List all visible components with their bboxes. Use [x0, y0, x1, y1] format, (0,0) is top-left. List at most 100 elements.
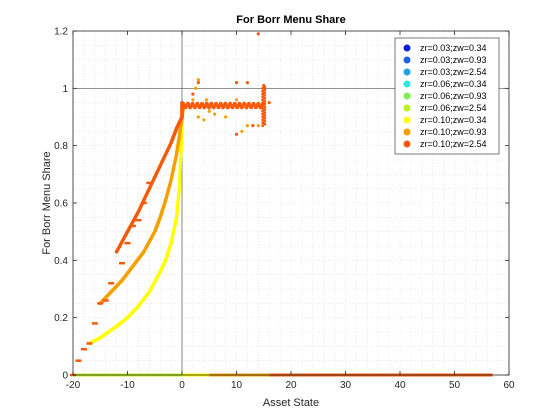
data-point: [224, 115, 228, 119]
data-point: [261, 124, 265, 127]
data-point: [261, 101, 265, 105]
legend-marker: [403, 68, 411, 76]
data-point: [191, 92, 195, 96]
legend-label: zr=0.10;zw=0.34: [420, 115, 487, 125]
legend-marker: [403, 104, 411, 112]
legend: zr=0.03;zw=0.34 zr=0.03;zw=0.93 zr=0.03;zw…: [394, 37, 500, 155]
x-tick-label: -20: [66, 380, 81, 391]
data-point: [234, 98, 239, 102]
data-point: [263, 114, 267, 117]
legend-label: zr=0.03;zw=2.54: [420, 67, 487, 77]
legend-marker: [403, 92, 411, 100]
x-tick-label: 40: [394, 380, 406, 391]
data-point: [177, 180, 182, 185]
y-tick-label: 0.4: [54, 256, 68, 267]
data-point: [196, 78, 200, 82]
data-point: [178, 165, 183, 169]
data-point: [256, 124, 260, 128]
legend-marker: [403, 128, 411, 136]
data-point: [261, 95, 265, 99]
legend-marker: [403, 80, 411, 88]
data-point: [196, 115, 200, 119]
data-point: [263, 91, 267, 95]
data-point: [261, 89, 265, 93]
data-point: [213, 112, 217, 116]
data-point: [234, 81, 239, 85]
data-point: [178, 162, 183, 166]
legend-marker: [403, 44, 411, 52]
data-point: [262, 83, 266, 88]
data-point: [177, 186, 182, 191]
x-tick-label: 60: [503, 380, 515, 391]
data-point: [263, 105, 267, 109]
data-point: [240, 129, 244, 133]
data-point: [261, 107, 265, 110]
x-axis-label: Asset State: [263, 397, 319, 409]
data-point: [267, 101, 271, 105]
legend-marker: [403, 116, 411, 124]
data-point: [177, 183, 182, 188]
legend-label: zr=0.03;zw=0.93: [420, 55, 487, 65]
data-point: [245, 81, 249, 85]
data-point: [261, 112, 265, 116]
legend-label: zr=0.03;zw=0.34: [420, 43, 487, 53]
data-point: [261, 115, 265, 119]
data-point: [263, 111, 267, 115]
legend-label: zr=0.10;zw=0.93: [420, 127, 487, 137]
data-point: [178, 158, 183, 163]
legend-box: [394, 37, 500, 155]
ticks: -20 -10 0 10 20 30 40 50 60 0 0.2 0.4 0.6 0.8 1 1.2: [54, 27, 515, 392]
data-point: [178, 171, 182, 175]
data-point: [178, 152, 183, 157]
x-tick-label: 0: [179, 380, 185, 391]
data-point: [251, 124, 255, 128]
data-point: [263, 96, 267, 100]
x-tick-label: 20: [285, 380, 297, 391]
data-point: [178, 174, 182, 179]
data-point: [263, 99, 267, 103]
x-tick-label: -10: [120, 380, 135, 391]
y-tick-label: 0.6: [54, 199, 68, 210]
data-point: [234, 132, 239, 136]
data-point: [202, 118, 206, 122]
x-tick-label: 30: [340, 380, 352, 391]
y-tick-label: 0.2: [54, 313, 68, 324]
x-tick-label: 10: [231, 380, 243, 391]
data-point: [194, 86, 198, 90]
y-tick-label: 0.8: [54, 141, 68, 152]
y-tick-label: 0: [62, 371, 68, 382]
data-point: [261, 121, 265, 125]
legend-label: zr=0.06;zw=0.93: [420, 91, 487, 101]
x-tick-label: 50: [449, 380, 461, 391]
data-point: [204, 98, 209, 102]
data-point: [261, 86, 265, 90]
legend-label: zr=0.06;zw=0.34: [420, 79, 487, 89]
data-point: [263, 88, 267, 92]
legend-label: zr=0.06;zw=2.54: [420, 103, 487, 113]
data-point: [261, 118, 265, 122]
data-point: [261, 109, 265, 113]
legend-label: zr=0.10;zw=2.54: [420, 139, 487, 149]
data-point: [263, 102, 267, 106]
data-point: [191, 98, 195, 102]
data-point: [256, 32, 260, 36]
data-point: [263, 94, 267, 97]
data-point: [261, 98, 265, 102]
data-point: [177, 177, 182, 182]
data-point: [178, 168, 182, 172]
y-tick-label: 1.2: [54, 27, 68, 38]
legend-marker: [403, 56, 411, 64]
data-point: [196, 81, 200, 85]
data-point: [263, 122, 267, 126]
chart-title: For Borr Menu Share: [236, 14, 345, 26]
y-axis-label: For Borr Menu Share: [41, 151, 53, 254]
data-point: [263, 108, 267, 112]
y-tick-label: 1: [62, 84, 68, 95]
data-point: [261, 104, 265, 107]
data-point: [178, 155, 183, 160]
legend-marker: [403, 140, 411, 148]
data-point: [207, 109, 211, 113]
data-point: [263, 117, 267, 120]
data-point: [263, 119, 267, 123]
